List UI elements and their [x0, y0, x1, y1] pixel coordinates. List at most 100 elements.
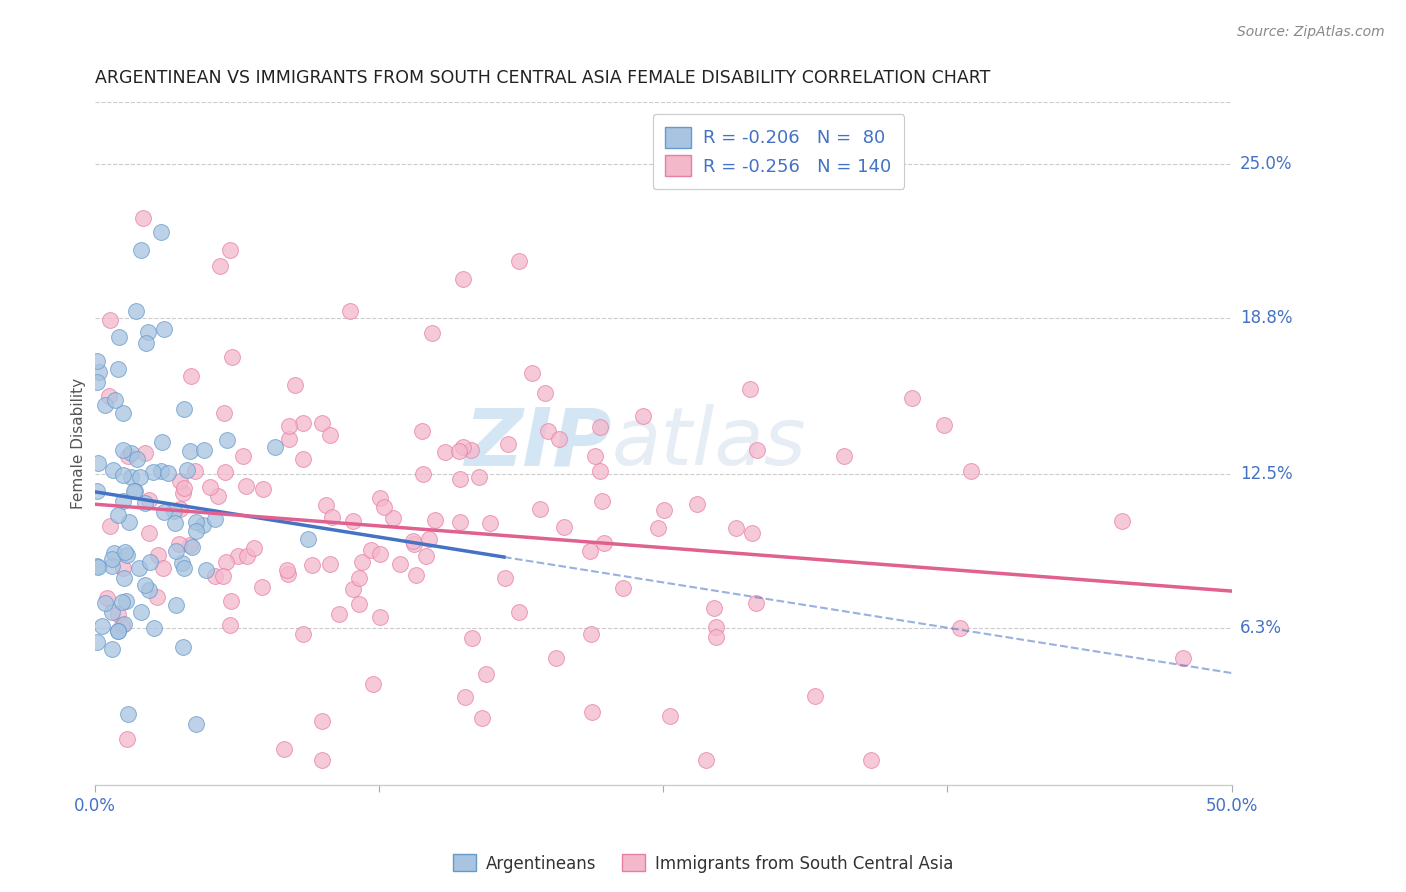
Point	[87, 364, 110, 378]
Point	[136, 325, 159, 339]
Point	[232, 449, 254, 463]
Point	[114, 545, 136, 559]
Point	[86, 559, 108, 574]
Point	[589, 465, 612, 479]
Text: 12.5%: 12.5%	[1240, 466, 1292, 483]
Point	[449, 472, 471, 486]
Point	[1111, 515, 1133, 529]
Point	[522, 366, 544, 380]
Point	[311, 416, 333, 430]
Point	[173, 402, 195, 417]
Point	[474, 667, 496, 681]
Point	[741, 525, 763, 540]
Point	[548, 432, 571, 446]
Point	[804, 689, 827, 703]
Point	[591, 494, 613, 508]
Text: 6.3%: 6.3%	[1240, 619, 1282, 637]
Text: 25.0%: 25.0%	[1240, 155, 1292, 173]
Point	[111, 560, 134, 574]
Point	[122, 484, 145, 499]
Point	[339, 303, 361, 318]
Point	[276, 563, 298, 577]
Point	[236, 549, 259, 563]
Text: atlas: atlas	[612, 404, 807, 483]
Point	[423, 513, 446, 527]
Point	[704, 620, 727, 634]
Point	[96, 591, 118, 605]
Point	[169, 502, 191, 516]
Point	[101, 463, 124, 477]
Point	[111, 494, 134, 508]
Point	[138, 492, 160, 507]
Point	[98, 519, 121, 533]
Point	[612, 581, 634, 595]
Point	[250, 580, 273, 594]
Point	[402, 537, 425, 551]
Point	[451, 271, 474, 285]
Point	[226, 549, 249, 563]
Point	[461, 631, 484, 645]
Point	[579, 544, 602, 558]
Point	[297, 532, 319, 546]
Point	[110, 618, 132, 632]
Point	[471, 711, 494, 725]
Point	[129, 243, 152, 257]
Point	[194, 564, 217, 578]
Point	[318, 428, 340, 442]
Point	[214, 406, 236, 420]
Point	[402, 534, 425, 549]
Point	[405, 568, 427, 582]
Point	[703, 601, 725, 615]
Point	[479, 516, 502, 530]
Point	[534, 386, 557, 401]
Point	[103, 546, 125, 560]
Point	[111, 467, 134, 482]
Point	[139, 556, 162, 570]
Point	[112, 442, 135, 457]
Point	[118, 515, 141, 529]
Point	[381, 510, 404, 524]
Point	[191, 518, 214, 533]
Point	[131, 211, 153, 225]
Point	[291, 627, 314, 641]
Point	[361, 677, 384, 691]
Point	[107, 624, 129, 639]
Point	[311, 714, 333, 728]
Point	[508, 605, 530, 619]
Point	[94, 596, 117, 610]
Point	[148, 548, 170, 562]
Point	[745, 442, 768, 457]
Point	[328, 607, 350, 621]
Point	[347, 597, 370, 611]
Point	[128, 470, 150, 484]
Point	[156, 466, 179, 480]
Point	[422, 326, 444, 341]
Point	[214, 465, 236, 479]
Text: Source: ZipAtlas.com: Source: ZipAtlas.com	[1237, 25, 1385, 39]
Point	[221, 350, 243, 364]
Point	[115, 548, 138, 562]
Point	[218, 618, 240, 632]
Point	[932, 417, 955, 432]
Point	[86, 635, 108, 649]
Point	[740, 382, 762, 396]
Point	[311, 753, 333, 767]
Point	[107, 508, 129, 522]
Point	[243, 541, 266, 556]
Point	[179, 538, 201, 552]
Point	[134, 578, 156, 592]
Point	[368, 547, 391, 561]
Point	[184, 524, 207, 538]
Point	[449, 443, 471, 458]
Point	[152, 561, 174, 575]
Point	[212, 569, 235, 583]
Point	[135, 336, 157, 351]
Point	[389, 557, 412, 571]
Point	[277, 432, 299, 446]
Point	[537, 424, 560, 438]
Point	[173, 560, 195, 574]
Point	[415, 549, 437, 563]
Point	[454, 690, 477, 705]
Point	[291, 451, 314, 466]
Point	[273, 742, 295, 756]
